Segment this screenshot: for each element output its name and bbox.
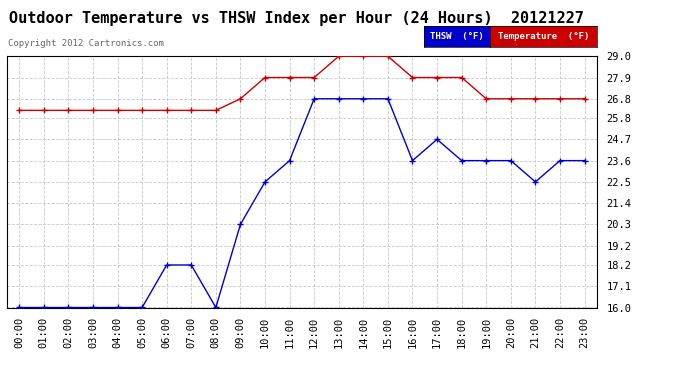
Text: Outdoor Temperature vs THSW Index per Hour (24 Hours)  20121227: Outdoor Temperature vs THSW Index per Ho… [9, 11, 584, 26]
Text: Temperature  (°F): Temperature (°F) [497, 32, 589, 41]
Text: THSW  (°F): THSW (°F) [431, 32, 484, 41]
Text: Copyright 2012 Cartronics.com: Copyright 2012 Cartronics.com [8, 39, 164, 48]
